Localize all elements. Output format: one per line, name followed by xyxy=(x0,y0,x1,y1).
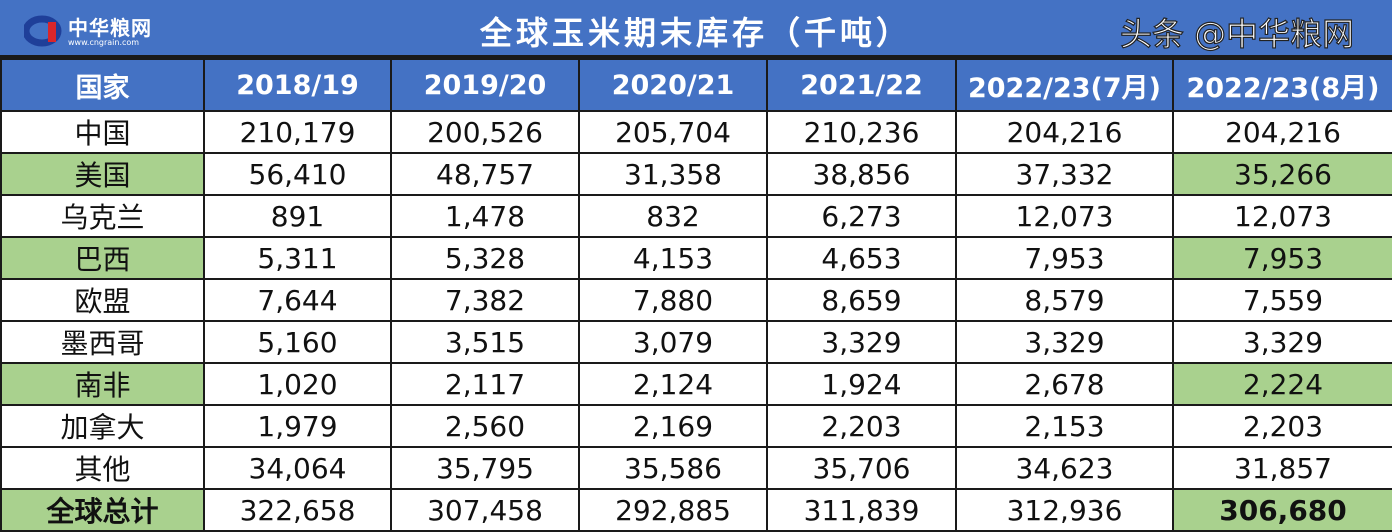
logo-icon xyxy=(24,15,62,47)
value-cell: 210,236 xyxy=(766,110,957,154)
value-cell: 7,559 xyxy=(1172,278,1392,322)
table-row: 中国 210,179 200,526 205,704 210,236 204,216 204… xyxy=(0,110,1392,154)
value-cell: 3,329 xyxy=(955,320,1174,364)
value-cell: 56,410 xyxy=(203,152,392,196)
table-row: 南非 1,020 2,117 2,124 1,924 2,678 2,224 xyxy=(0,362,1392,406)
value-cell: 2,678 xyxy=(955,362,1174,406)
value-cell: 35,706 xyxy=(766,446,957,490)
country-cell: 中国 xyxy=(0,110,205,154)
column-header: 2020/21 xyxy=(578,58,768,112)
table-row: 其他 34,064 35,795 35,586 35,706 34,623 31,857 xyxy=(0,446,1392,490)
value-cell: 200,526 xyxy=(390,110,580,154)
value-cell: 891 xyxy=(203,194,392,238)
value-cell: 2,169 xyxy=(578,404,768,448)
country-cell: 欧盟 xyxy=(0,278,205,322)
value-cell: 31,857 xyxy=(1172,446,1392,490)
value-cell: 1,979 xyxy=(203,404,392,448)
value-cell: 292,885 xyxy=(578,488,768,532)
value-cell: 31,358 xyxy=(578,152,768,196)
value-cell: 311,839 xyxy=(766,488,957,532)
value-cell: 7,880 xyxy=(578,278,768,322)
value-cell: 832 xyxy=(578,194,768,238)
value-cell: 210,179 xyxy=(203,110,392,154)
country-cell: 其他 xyxy=(0,446,205,490)
value-cell: 35,266 xyxy=(1172,152,1392,196)
value-cell: 12,073 xyxy=(1172,194,1392,238)
value-cell: 2,124 xyxy=(578,362,768,406)
value-cell: 2,203 xyxy=(1172,404,1392,448)
value-cell: 322,658 xyxy=(203,488,392,532)
value-cell: 307,458 xyxy=(390,488,580,532)
country-cell: 加拿大 xyxy=(0,404,205,448)
value-cell: 5,311 xyxy=(203,236,392,280)
value-cell: 2,560 xyxy=(390,404,580,448)
value-cell: 4,653 xyxy=(766,236,957,280)
value-cell: 1,924 xyxy=(766,362,957,406)
column-header: 2022/23(7月) xyxy=(955,58,1174,112)
value-cell: 3,515 xyxy=(390,320,580,364)
country-cell: 美国 xyxy=(0,152,205,196)
value-cell: 5,328 xyxy=(390,236,580,280)
value-cell: 8,659 xyxy=(766,278,957,322)
page-title: 全球玉米期末库存（千吨） xyxy=(479,14,912,52)
table-row: 美国 56,410 48,757 31,358 38,856 37,332 35,266 xyxy=(0,152,1392,196)
table-row: 乌克兰 891 1,478 832 6,273 12,073 12,073 xyxy=(0,194,1392,238)
value-cell: 306,680 xyxy=(1172,488,1392,532)
value-cell: 34,064 xyxy=(203,446,392,490)
value-cell: 3,329 xyxy=(766,320,957,364)
value-cell: 7,953 xyxy=(1172,236,1392,280)
table-row: 墨西哥 5,160 3,515 3,079 3,329 3,329 3,329 xyxy=(0,320,1392,364)
value-cell: 35,586 xyxy=(578,446,768,490)
table-title-bar: 中华粮网 www.cngrain.com 全球玉米期末库存（千吨） 头条 @中华… xyxy=(0,0,1392,58)
value-cell: 205,704 xyxy=(578,110,768,154)
country-cell: 乌克兰 xyxy=(0,194,205,238)
table-row: 全球总计 322,658 307,458 292,885 311,839 312,936 3… xyxy=(0,488,1392,532)
country-cell: 墨西哥 xyxy=(0,320,205,364)
value-cell: 35,795 xyxy=(390,446,580,490)
value-cell: 3,079 xyxy=(578,320,768,364)
value-cell: 1,020 xyxy=(203,362,392,406)
value-cell: 48,757 xyxy=(390,152,580,196)
value-cell: 7,644 xyxy=(203,278,392,322)
value-cell: 12,073 xyxy=(955,194,1174,238)
logo-url: www.cngrain.com xyxy=(68,38,140,47)
column-header: 2019/20 xyxy=(390,58,580,112)
value-cell: 2,117 xyxy=(390,362,580,406)
country-cell: 南非 xyxy=(0,362,205,406)
value-cell: 204,216 xyxy=(1172,110,1392,154)
table-row: 欧盟 7,644 7,382 7,880 8,659 8,579 7,559 xyxy=(0,278,1392,322)
header-row: 国家 2018/19 2019/20 2020/21 2021/22 2022/23(7月… xyxy=(0,58,1392,112)
value-cell: 5,160 xyxy=(203,320,392,364)
value-cell: 3,329 xyxy=(1172,320,1392,364)
value-cell: 1,478 xyxy=(390,194,580,238)
table-row: 巴西 5,311 5,328 4,153 4,653 7,953 7,953 xyxy=(0,236,1392,280)
data-table: 国家 2018/19 2019/20 2020/21 2021/22 2022/23(7月… xyxy=(0,58,1392,532)
table-row: 加拿大 1,979 2,560 2,169 2,203 2,153 2,203 xyxy=(0,404,1392,448)
country-cell: 全球总计 xyxy=(0,488,205,532)
value-cell: 2,203 xyxy=(766,404,957,448)
value-cell: 37,332 xyxy=(955,152,1174,196)
column-header: 2021/22 xyxy=(766,58,957,112)
value-cell: 7,382 xyxy=(390,278,580,322)
value-cell: 34,623 xyxy=(955,446,1174,490)
value-cell: 38,856 xyxy=(766,152,957,196)
value-cell: 8,579 xyxy=(955,278,1174,322)
value-cell: 2,224 xyxy=(1172,362,1392,406)
value-cell: 312,936 xyxy=(955,488,1174,532)
value-cell: 7,953 xyxy=(955,236,1174,280)
column-header: 2022/23(8月) xyxy=(1172,58,1392,112)
logo-text: 中华粮网 xyxy=(68,16,152,40)
country-cell: 巴西 xyxy=(0,236,205,280)
column-header: 2018/19 xyxy=(203,58,392,112)
column-header: 国家 xyxy=(0,58,205,112)
watermark: 头条 @中华粮网 xyxy=(1119,14,1355,53)
value-cell: 204,216 xyxy=(955,110,1174,154)
value-cell: 6,273 xyxy=(766,194,957,238)
value-cell: 2,153 xyxy=(955,404,1174,448)
logo: 中华粮网 www.cngrain.com xyxy=(24,12,184,48)
value-cell: 4,153 xyxy=(578,236,768,280)
